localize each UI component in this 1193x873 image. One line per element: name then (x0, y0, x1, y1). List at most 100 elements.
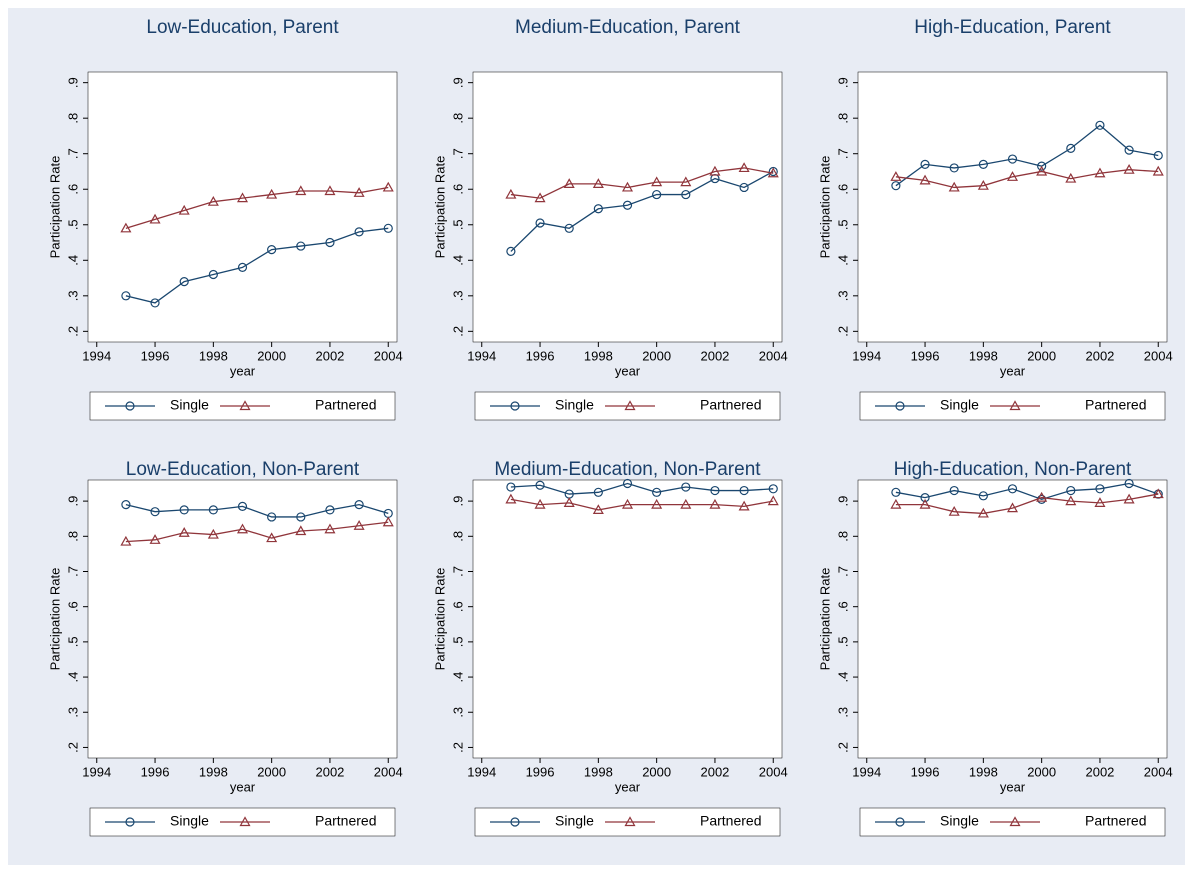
series-line (895, 169, 1159, 189)
x-tick-label: 2000 (257, 764, 286, 779)
series-line (125, 227, 389, 304)
x-tick-label: 1998 (199, 348, 228, 363)
data-point (709, 165, 721, 176)
x-tick-label: 1996 (526, 764, 555, 779)
data-point (1036, 165, 1048, 176)
plot-area (472, 71, 783, 343)
series-line (510, 482, 774, 495)
data-point (652, 189, 662, 200)
data-point (121, 500, 131, 510)
x-tick-label: 2000 (642, 348, 671, 363)
data-point (1094, 167, 1106, 178)
panel-title: Medium-Education, Non-Parent (494, 459, 761, 480)
legend-marker (895, 401, 905, 411)
data-point (1066, 143, 1076, 153)
data-point (534, 192, 546, 203)
data-point (1094, 497, 1106, 507)
y-tick-label: .5 (450, 636, 465, 647)
y-tick-label: .3 (835, 707, 850, 718)
plot-area (87, 479, 398, 759)
x-tick-label: 1994 (852, 348, 881, 363)
x-tick-label: 1994 (82, 764, 111, 779)
data-point (622, 200, 633, 210)
y-axis-label: Participation Rate (47, 568, 62, 671)
legend-marker (239, 816, 251, 827)
data-point (919, 174, 931, 185)
series-line (510, 498, 774, 511)
data-point (296, 241, 306, 251)
y-tick-label: .3 (450, 290, 465, 301)
data-point (1066, 485, 1076, 496)
data-point (534, 498, 546, 509)
data-point (710, 485, 720, 496)
panel-title: Low-Education, Non-Parent (126, 459, 360, 480)
data-point (179, 277, 189, 287)
legend-label: Partnered (700, 813, 761, 829)
y-tick-label: .5 (65, 636, 80, 647)
data-point (891, 181, 901, 191)
y-axis-label: Participation Rate (47, 156, 62, 259)
legend-label: Single (555, 813, 594, 829)
y-tick-label: .8 (450, 113, 465, 124)
y-tick-label: .9 (65, 77, 80, 88)
series-line (125, 521, 389, 543)
data-point (593, 487, 603, 497)
x-tick-label: 2000 (1027, 348, 1056, 363)
data-point (236, 192, 249, 203)
data-point (207, 528, 219, 539)
data-point (768, 166, 778, 177)
data-point (738, 500, 750, 511)
data-point (1123, 163, 1135, 174)
x-tick-label: 1998 (584, 348, 613, 363)
y-tick-label: .2 (65, 742, 80, 753)
x-tick-label: 2004 (759, 764, 788, 779)
data-point (535, 480, 545, 490)
data-point (1065, 172, 1077, 183)
legend-marker (239, 400, 251, 411)
legend-label: Single (940, 397, 979, 413)
data-point (1153, 150, 1163, 161)
x-tick-label: 2002 (315, 348, 344, 363)
data-point (1095, 484, 1105, 494)
data-point (506, 482, 516, 492)
data-point (1124, 478, 1134, 489)
y-tick-label: .5 (450, 219, 465, 230)
x-tick-label: 2002 (700, 764, 729, 779)
data-point (768, 484, 778, 494)
y-tick-label: .7 (450, 566, 465, 577)
y-tick-label: .7 (65, 566, 80, 577)
data-point (382, 516, 394, 527)
series-line (510, 167, 774, 199)
x-tick-label: 1998 (969, 348, 998, 363)
data-point (652, 487, 662, 497)
x-tick-label: 2002 (315, 764, 344, 779)
y-tick-label: .6 (835, 184, 850, 195)
data-point (149, 534, 161, 544)
x-axis-label: year (1000, 363, 1026, 378)
data-point (709, 498, 721, 509)
y-axis-label: Participation Rate (432, 156, 447, 259)
y-axis-label: Participation Rate (817, 568, 832, 671)
data-point (120, 222, 132, 233)
data-point (207, 195, 219, 206)
data-point (621, 181, 634, 192)
data-point (325, 505, 335, 515)
y-tick-label: .9 (450, 77, 465, 88)
data-point (920, 159, 930, 169)
x-tick-label: 2004 (374, 348, 403, 363)
data-point (563, 497, 575, 507)
y-tick-label: .3 (65, 290, 80, 301)
data-point (767, 495, 779, 506)
y-tick-label: .5 (835, 219, 850, 230)
legend-marker (510, 401, 520, 411)
y-tick-label: .7 (835, 148, 850, 159)
x-tick-label: 1996 (141, 348, 170, 363)
data-point (1007, 154, 1018, 164)
data-point (266, 188, 278, 199)
legend-marker (895, 817, 905, 827)
y-tick-label: .5 (65, 219, 80, 230)
data-point (919, 498, 931, 509)
x-tick-label: 1996 (911, 764, 940, 779)
x-tick-label: 1998 (199, 764, 228, 779)
